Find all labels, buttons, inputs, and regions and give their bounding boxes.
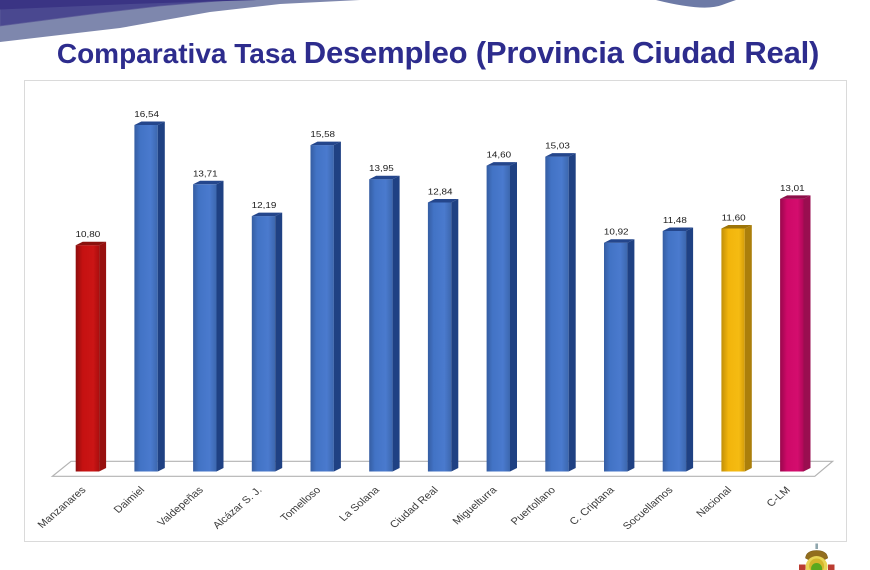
svg-text:Socuellamos: Socuellamos: [621, 485, 676, 533]
svg-text:11,60: 11,60: [722, 213, 746, 222]
svg-text:Puertollano: Puertollano: [509, 485, 559, 528]
svg-text:10,92: 10,92: [604, 227, 629, 236]
svg-text:13,95: 13,95: [369, 164, 394, 173]
svg-text:Miguelturra: Miguelturra: [450, 485, 499, 528]
svg-text:14,60: 14,60: [486, 150, 511, 159]
svg-text:15,58: 15,58: [310, 130, 335, 139]
svg-text:13,01: 13,01: [780, 183, 805, 192]
svg-text:Daimiel: Daimiel: [111, 485, 147, 516]
svg-text:Alcázar S. J.: Alcázar S. J.: [211, 485, 265, 532]
svg-text:Valdepeñas: Valdepeñas: [155, 485, 206, 529]
svg-text:10,80: 10,80: [76, 230, 101, 239]
svg-text:Ciudad Real: Ciudad Real: [388, 485, 441, 531]
svg-text:13,71: 13,71: [193, 169, 218, 178]
svg-text:12,19: 12,19: [252, 201, 277, 210]
svg-text:15,03: 15,03: [545, 141, 570, 150]
svg-text:16,54: 16,54: [134, 110, 159, 119]
svg-text:Tomelloso: Tomelloso: [278, 485, 323, 524]
svg-text:Nacional: Nacional: [694, 485, 734, 520]
svg-text:12,84: 12,84: [428, 187, 453, 196]
svg-text:Manzanares: Manzanares: [35, 485, 88, 531]
svg-text:11,48: 11,48: [663, 216, 687, 225]
svg-text:C. Criptana: C. Criptana: [567, 485, 617, 528]
svg-text:C-LM: C-LM: [764, 485, 793, 510]
svg-text:La Solana: La Solana: [337, 485, 382, 524]
